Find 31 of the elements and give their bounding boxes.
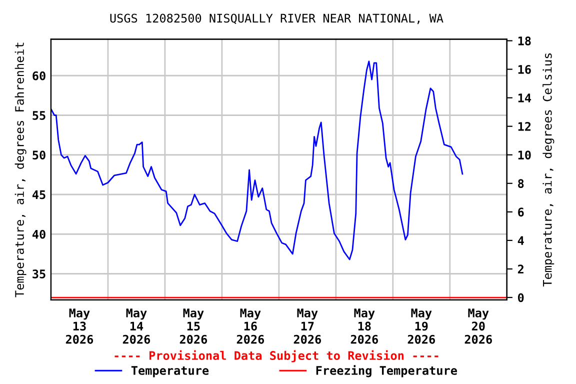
y2-tick-label: 18 (518, 36, 531, 46)
y-tick-label: 55 (32, 111, 46, 120)
x-tick-label: May 20 2026 (464, 308, 492, 344)
y2-tick-label: 4 (518, 236, 524, 245)
y2-tick-label: 6 (518, 208, 524, 217)
x-tick-label: May 17 2026 (294, 308, 321, 344)
x-tick-label: May 18 2026 (350, 308, 378, 344)
line-series (50, 60, 464, 260)
y2-tick-label: 0 (518, 293, 524, 302)
x-tick-label: May 14 2026 (122, 308, 150, 344)
legend-label: Freezing Temperature (316, 365, 457, 378)
y2-axis-title: Temperature, air, degrees Celsius (542, 53, 554, 287)
y-axis-title: Temperature, air, degrees Fahrenheit (14, 42, 26, 298)
y2-tick-label: 16 (518, 65, 531, 74)
text: ---- Provisional Data Subject to Revision ---- (114, 350, 438, 362)
y-tick-label: 60 (32, 71, 46, 80)
y2-tick-label: 8 (518, 179, 524, 188)
y2-tick-label: 12 (518, 122, 531, 131)
legend-label: Temperature (131, 366, 209, 378)
y-tick-label: 40 (32, 230, 46, 239)
x-tick-label: May 13 2026 (66, 308, 94, 344)
x-tick-label: May 16 2026 (236, 308, 264, 344)
chart-title: USGS 12082500 NISQUALLY RIVER NEAR NATIONAL, WA (110, 14, 444, 24)
y-tick-label: 45 (32, 190, 46, 200)
x-tick-label: May 15 2026 (180, 308, 208, 344)
y2-tick-label: 14 (518, 94, 531, 102)
y-tick-label: 50 (32, 150, 46, 160)
y2-tick-label: 10 (518, 150, 531, 160)
x-tick-label: May 19 2026 (408, 308, 435, 344)
y2-tick-label: 2 (518, 264, 524, 274)
y-tick-label: 35 (32, 269, 46, 278)
